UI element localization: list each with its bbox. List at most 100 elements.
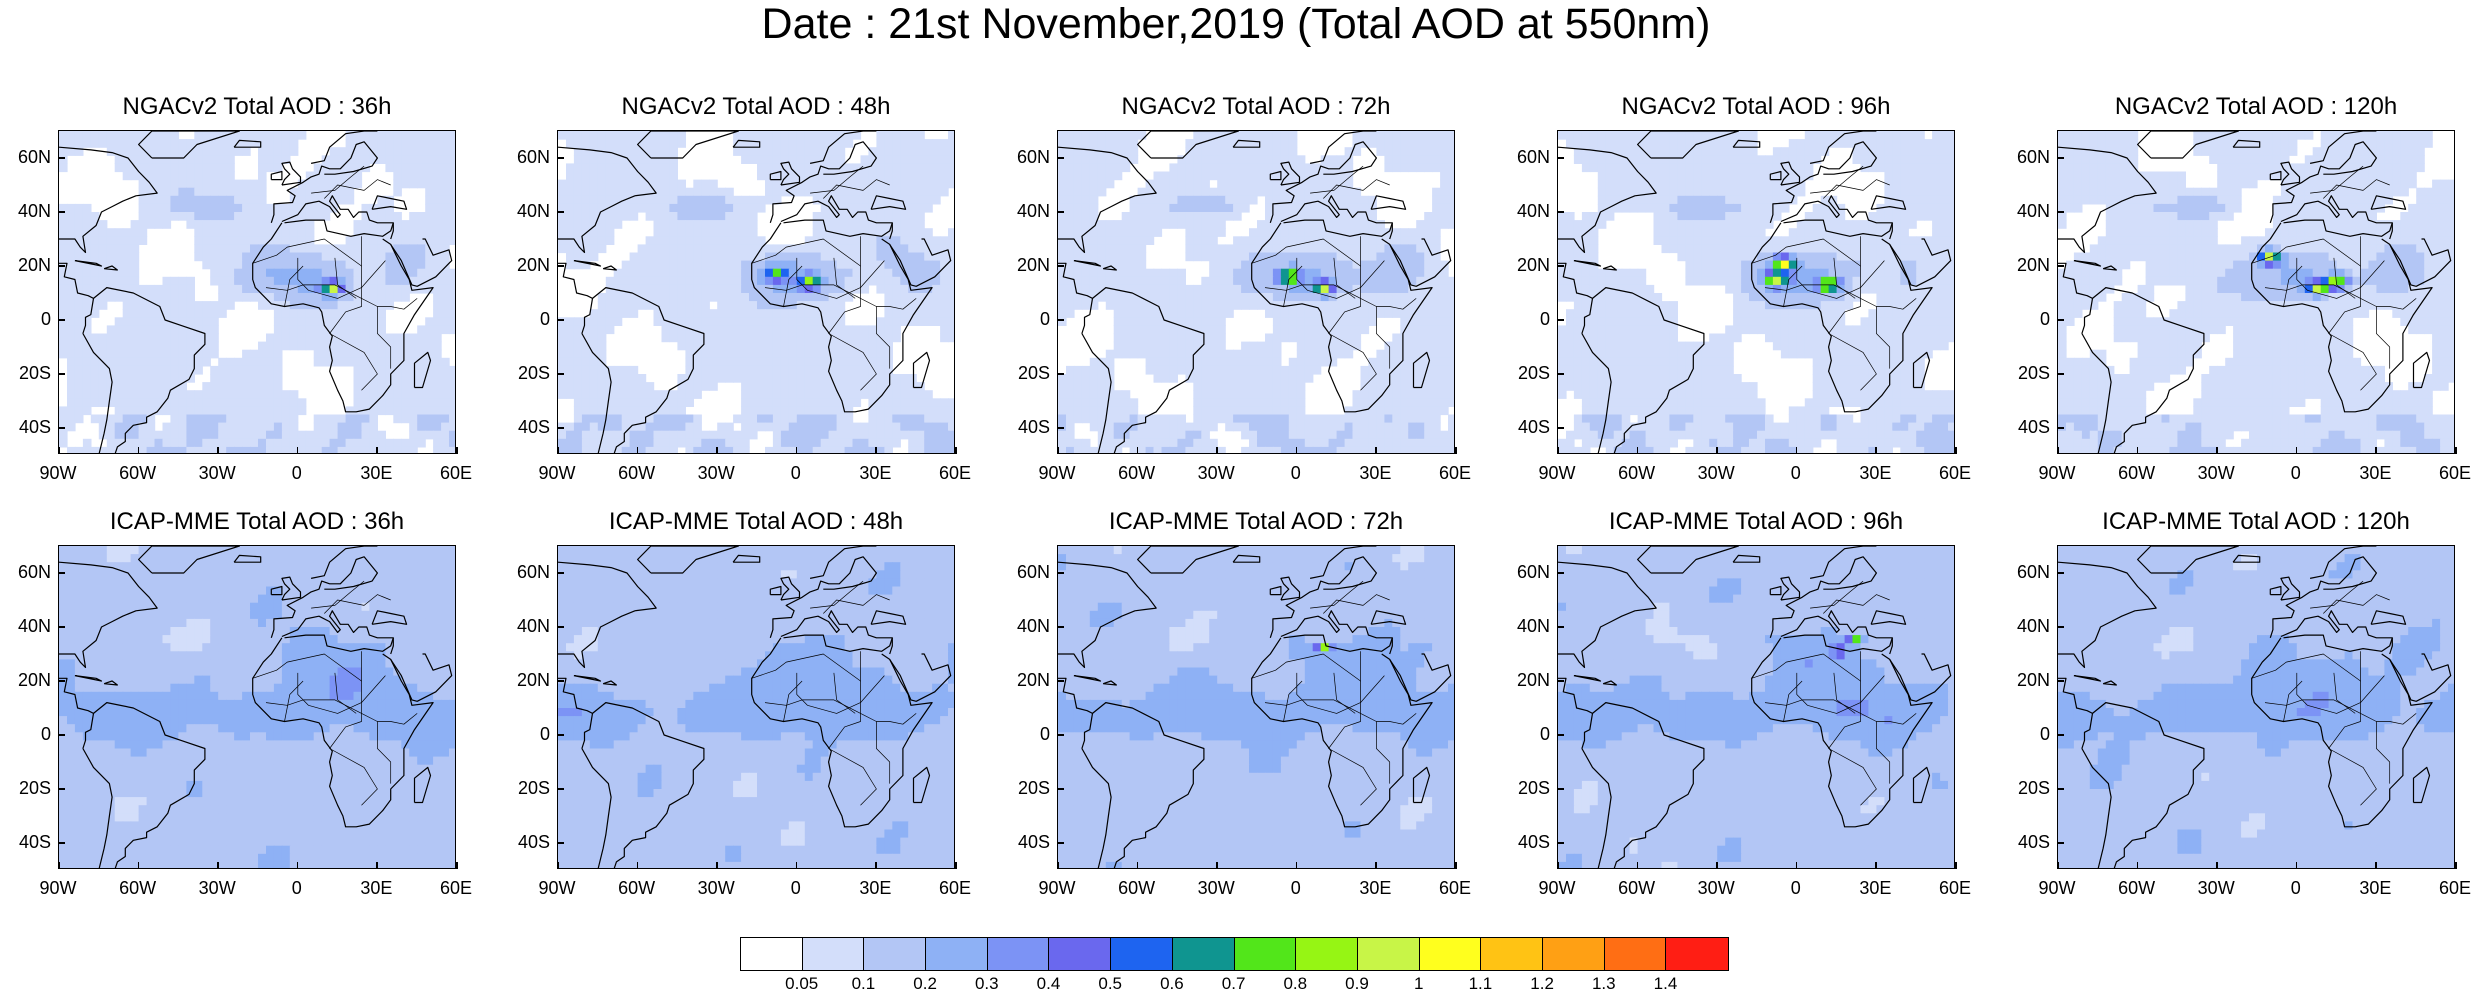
aod-cell xyxy=(772,131,782,140)
aod-cell xyxy=(433,430,442,440)
aod-cell xyxy=(1225,390,1234,399)
aod-cell xyxy=(749,228,758,237)
aod-cell xyxy=(1081,155,1091,164)
aod-cell xyxy=(1288,268,1298,278)
aod-cell xyxy=(804,317,814,326)
aod-cell xyxy=(1241,406,1250,416)
aod-cell xyxy=(1097,244,1107,254)
aod-cell xyxy=(558,212,567,221)
aod-cell xyxy=(1209,171,1218,181)
aod-cell xyxy=(234,220,243,229)
aod-cell xyxy=(892,293,901,302)
aod-cell xyxy=(884,139,893,148)
aod-cell xyxy=(1257,414,1266,424)
aod-cell xyxy=(1416,147,1425,156)
aod-cell xyxy=(1249,414,1258,424)
aod-cell xyxy=(629,430,639,440)
aod-cell xyxy=(717,422,726,432)
aod-cell xyxy=(1185,284,1194,294)
aod-cell xyxy=(613,406,623,416)
aod-cell xyxy=(589,236,599,245)
aod-cell xyxy=(637,398,647,407)
aod-cell xyxy=(1352,187,1362,197)
aod-cell xyxy=(377,390,386,399)
aod-cell xyxy=(1304,430,1314,440)
aod-cell xyxy=(409,252,418,262)
aod-cell xyxy=(812,220,822,229)
aod-cell xyxy=(297,195,307,205)
aod-cell xyxy=(573,244,583,254)
aod-cell xyxy=(772,365,782,375)
aod-cell xyxy=(1129,147,1139,156)
aod-cell xyxy=(154,195,164,205)
aod-cell xyxy=(868,349,877,359)
aod-cell xyxy=(1241,171,1250,181)
aod-cell xyxy=(932,195,941,205)
aod-cell xyxy=(757,365,766,375)
aod-cell xyxy=(425,365,434,375)
aod-cell xyxy=(1225,244,1234,254)
aod-cell xyxy=(597,374,607,383)
aod-cell xyxy=(733,374,742,383)
aod-cell xyxy=(932,406,941,416)
aod-cell xyxy=(788,179,798,189)
aod-cell xyxy=(353,382,363,391)
aod-cell xyxy=(106,139,116,148)
aod-cell xyxy=(1312,171,1322,181)
aod-cell xyxy=(653,398,663,407)
aod-cell xyxy=(1105,398,1115,407)
aod-cell xyxy=(589,147,599,156)
aod-cell xyxy=(59,203,68,213)
aod-cell xyxy=(757,293,766,302)
aod-cell xyxy=(804,333,814,343)
aod-cell xyxy=(1424,155,1433,164)
aod-cell xyxy=(772,446,782,453)
aod-cell xyxy=(194,341,203,351)
aod-cell xyxy=(765,365,774,375)
aod-cell xyxy=(1304,179,1314,189)
aod-cell xyxy=(581,414,591,424)
aod-cell xyxy=(765,309,774,318)
aod-cell xyxy=(266,163,275,173)
aod-cell xyxy=(1360,446,1370,453)
aod-cell xyxy=(558,187,567,197)
aod-cell xyxy=(1201,438,1210,448)
aod-cell xyxy=(924,276,933,286)
aod-cell xyxy=(836,187,846,197)
aod-cell xyxy=(59,252,68,262)
aod-cell xyxy=(685,203,694,213)
aod-cell xyxy=(393,155,402,164)
aod-cell xyxy=(772,309,782,318)
aod-cell xyxy=(1161,293,1171,302)
aod-cell xyxy=(757,341,766,351)
aod-cell xyxy=(613,187,623,197)
aod-cell xyxy=(138,139,148,148)
aod-cell xyxy=(1376,220,1385,229)
coastline xyxy=(270,170,283,181)
aod-cell xyxy=(1153,268,1163,278)
aod-cell xyxy=(130,293,140,302)
aod-cell xyxy=(1344,301,1354,310)
aod-cell xyxy=(67,260,76,270)
aod-cell xyxy=(924,236,933,245)
aod-cell xyxy=(566,438,575,448)
aod-cell xyxy=(597,179,607,189)
aod-cell xyxy=(162,276,172,286)
aod-cell xyxy=(860,325,870,335)
aod-cell xyxy=(1432,236,1441,245)
aod-cell xyxy=(433,333,442,343)
aod-cell xyxy=(629,438,639,448)
aod-cell xyxy=(1097,422,1107,432)
aod-cell xyxy=(258,252,267,262)
aod-cell xyxy=(1169,414,1178,424)
aod-cell xyxy=(1066,212,1075,221)
aod-cell xyxy=(757,236,766,245)
aod-cell xyxy=(401,293,410,302)
aod-cell xyxy=(765,446,774,453)
aod-cell xyxy=(629,293,639,302)
aod-cell xyxy=(780,325,790,335)
aod-cell xyxy=(1336,212,1346,221)
aod-cell xyxy=(1193,382,1202,391)
aod-cell xyxy=(1408,349,1417,359)
aod-cell xyxy=(186,276,195,286)
